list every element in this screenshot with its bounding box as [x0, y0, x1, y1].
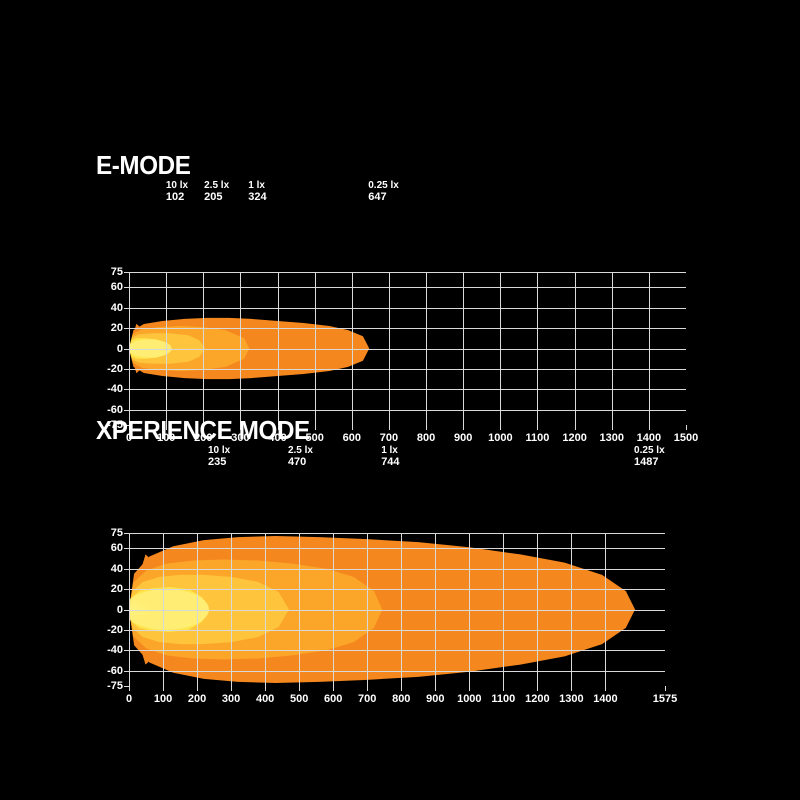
y-axis-tick-label: -60 [107, 664, 123, 677]
y-axis-ticks [124, 272, 129, 426]
x-axis-tick-label: 400 [255, 693, 275, 705]
x-axis-tick-label: 900 [454, 432, 473, 444]
plot-gridlines [129, 272, 686, 425]
x-axis-tick-label: 800 [416, 432, 436, 444]
lux-marker-3: 0.25 lx 647 [368, 180, 399, 203]
lux-marker-distance: 102 [165, 191, 185, 203]
x-axis-tick-label: 900 [426, 693, 445, 705]
lux-marker-0: 10 lx 102 [166, 180, 188, 203]
lux-marker-illuminance: 1 lx [381, 445, 398, 456]
x-axis-tick-label: 800 [392, 693, 411, 705]
y-axis-tick-label: -75 [107, 680, 123, 692]
lux-marker-distance: 744 [381, 456, 400, 468]
lux-marker-illuminance: 1 lx [248, 180, 265, 191]
x-axis-tick-label: 1400 [593, 693, 618, 705]
x-axis-tick-label: 1000 [457, 693, 482, 705]
x-axis-tick-label: 1100 [491, 693, 516, 705]
chart-title-e-mode: E-MODE [96, 150, 191, 180]
x-axis-ticks [129, 425, 687, 430]
lux-marker-illuminance: 0.25 lx [368, 180, 399, 191]
x-axis-tick-label: 600 [342, 432, 361, 444]
x-axis-tick-label: 700 [358, 693, 377, 705]
x-axis-tick-label: 300 [231, 432, 250, 444]
lux-marker-distance: 205 [204, 191, 223, 203]
chart-title-xperience-mode: XPERIENCE MODE [96, 415, 310, 445]
y-axis-tick-label: 60 [110, 281, 123, 294]
lux-marker-row-xperience-mode: 10 lx 235 2.5 lx 470 1 lx 744 0.25 lx 1487 [0, 445, 800, 471]
x-axis-tick-label: 1500 [673, 432, 699, 444]
x-axis-tick-label: 600 [324, 693, 343, 705]
x-axis-tick-label: 1100 [525, 432, 550, 444]
chart-block-e-mode: E-MODE 10 lx 102 2.5 lx 205 1 lx 324 0.25 lx 64… [0, 150, 800, 444]
x-axis-tick-label: 1200 [525, 693, 550, 705]
lux-marker-2: 1 lx 744 [381, 445, 399, 468]
y-axis-tick-label: 0 [116, 603, 123, 616]
x-axis-tick-label: 400 [268, 432, 287, 444]
x-axis-tick-label: 1200 [562, 432, 587, 444]
lux-marker-1: 2.5 lx 205 [204, 180, 229, 203]
plot-area-e-mode [129, 272, 686, 425]
y-axis-tick-label: -75 [107, 419, 123, 431]
x-axis-ticks [129, 686, 666, 691]
plot-area-xperience-mode [129, 533, 665, 686]
y-axis-tick-label: -20 [107, 362, 123, 375]
lux-marker-illuminance: 10 lx [165, 180, 189, 191]
lux-marker-distance: 235 [207, 456, 227, 468]
x-axis-tick-label: 500 [289, 693, 309, 705]
lux-marker-1: 2.5 lx 470 [288, 445, 313, 468]
beam-pattern-plot [129, 533, 665, 686]
x-axis-tick-label: 1575 [652, 693, 678, 705]
x-axis-tick-label: 1300 [599, 432, 624, 444]
x-axis-tick-label: 0 [125, 693, 133, 705]
x-axis-tick-label: 1000 [488, 432, 513, 444]
chart-block-xperience-mode: XPERIENCE MODE 10 lx 235 2.5 lx 470 1 lx 744 0… [0, 415, 800, 705]
x-axis-tick-label: 100 [156, 432, 176, 444]
beam-hotspot [129, 589, 209, 630]
plot-gridlines [129, 533, 665, 686]
y-axis-tick-label: 60 [110, 542, 123, 555]
lux-marker-3: 0.25 lx 1487 [634, 445, 665, 468]
lux-marker-distance: 647 [368, 191, 387, 203]
lux-marker-2: 1 lx 324 [248, 180, 266, 203]
y-axis-tick-label: 0 [116, 342, 123, 355]
y-axis-tick-label: -40 [107, 644, 123, 657]
y-axis-tick-label: 40 [110, 562, 123, 575]
x-axis-tick-label: 300 [221, 693, 241, 705]
y-axis-tick-label: 75 [110, 527, 123, 539]
lux-marker-illuminance: 2.5 lx [287, 445, 313, 456]
x-axis-tick-label: 100 [153, 693, 173, 705]
y-axis-tick-label: 40 [110, 301, 123, 314]
x-axis-tick-label: 500 [305, 432, 324, 444]
lux-marker-illuminance: 2.5 lx [204, 180, 230, 191]
x-axis-tick-label: 1400 [636, 432, 662, 444]
lux-marker-illuminance: 10 lx [207, 445, 231, 456]
lux-marker-illuminance: 0.25 lx [634, 445, 665, 456]
x-axis-tick-label: 200 [187, 693, 207, 705]
lux-marker-row-e-mode: 10 lx 102 2.5 lx 205 1 lx 324 0.25 lx 647 [0, 180, 800, 206]
x-axis-tick-label: 700 [379, 432, 399, 444]
lux-marker-0: 10 lx 235 [208, 445, 230, 468]
lux-marker-distance: 1487 [634, 456, 659, 468]
lux-marker-distance: 324 [248, 191, 267, 203]
y-axis-tick-label: 75 [110, 266, 123, 278]
y-axis-tick-label: -20 [107, 623, 123, 636]
y-axis-tick-label: -40 [107, 383, 123, 396]
beam-pattern-plot [129, 272, 686, 425]
lux-marker-distance: 470 [287, 456, 307, 468]
beam-hotspot [129, 339, 172, 358]
x-axis-tick-label: 0 [125, 432, 133, 444]
x-axis-tick-label: 200 [194, 432, 213, 444]
y-axis-tick-label: 20 [110, 322, 123, 335]
y-axis-ticks [124, 533, 129, 687]
x-axis-tick-label: 1300 [559, 693, 584, 705]
y-axis-tick-label: 20 [110, 583, 123, 596]
y-axis-tick-label: -60 [107, 403, 123, 416]
